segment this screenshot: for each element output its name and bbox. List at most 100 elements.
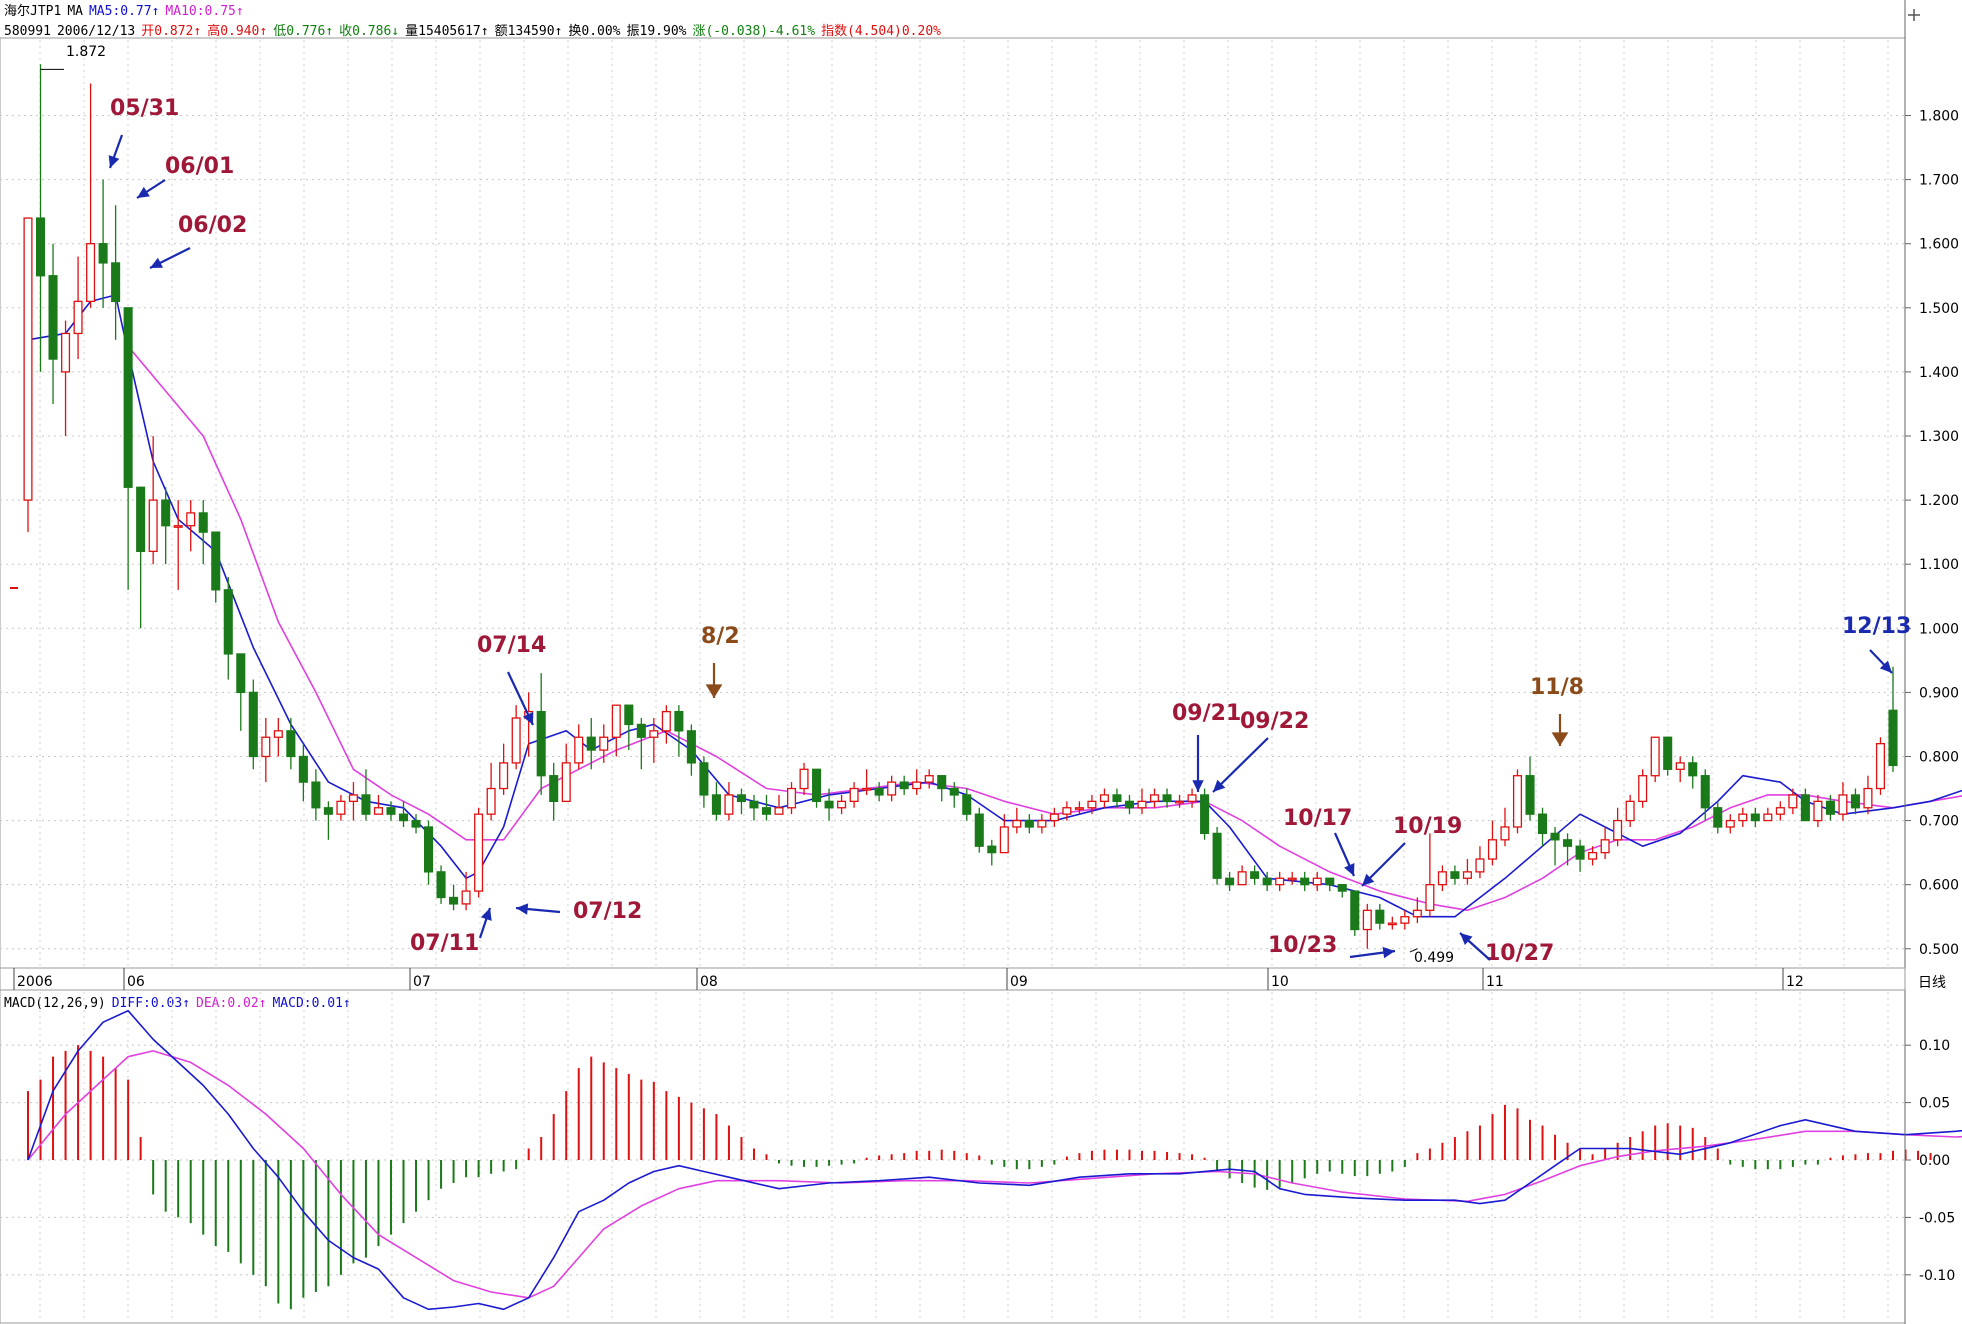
dea-value: DEA:0.02↑ (196, 996, 267, 1011)
macd-title: MACD(12,26,9) (4, 996, 106, 1011)
candle-body (1112, 794, 1122, 802)
candle-body (511, 717, 521, 764)
date-tick-label: 09 (1010, 974, 1028, 990)
candle-body (1875, 743, 1886, 790)
candle-body (398, 813, 409, 822)
chart-grid (0, 37, 1906, 1324)
amplitude-value: 振19.90% (626, 24, 687, 39)
annotation-arrow-head (480, 908, 492, 921)
candle-body (786, 787, 797, 809)
diff-value: DIFF:0.03↑ (111, 996, 191, 1011)
candle-body (1024, 819, 1034, 828)
annotation-arrow-shaft (1212, 737, 1269, 793)
macd-tick-label: -0.05 (1919, 1210, 1955, 1226)
candle-body (1425, 884, 1435, 911)
candle-body (974, 813, 984, 847)
candle-body (1462, 871, 1472, 879)
candle-body (411, 819, 421, 828)
candle-body (774, 807, 784, 815)
annotation-label: 10/19 (1393, 814, 1462, 839)
candle-body (348, 794, 358, 802)
candle-body (386, 807, 396, 815)
candle-body (273, 730, 283, 738)
annotation-arrow-head (150, 257, 163, 268)
candle-body (361, 794, 371, 815)
macd-header: MACD(12,26,9) DIFF:0.03↑ DEA:0.02↑ MACD:0.0… (4, 996, 357, 1012)
date-tick-label: 11 (1486, 974, 1504, 990)
candle-body (474, 813, 484, 892)
candle-body (1525, 775, 1535, 815)
candle-body (1475, 858, 1485, 873)
candle-body (86, 243, 96, 303)
quote-date: 2006/12/13 (56, 24, 136, 39)
candle-body (1813, 800, 1823, 822)
candle-body (1713, 807, 1723, 828)
candle-body (111, 262, 121, 303)
candle-body (1200, 794, 1210, 835)
volume-value: 量15405617↑ (405, 24, 489, 39)
date-tick-label: 2006 (17, 974, 53, 990)
price-tick-label: 1.200 (1919, 493, 1959, 509)
candle-body (1850, 794, 1860, 809)
candle-body (574, 736, 584, 764)
candle-body (98, 243, 108, 264)
candle-body (586, 736, 596, 751)
annotation-label: 11/8 (1530, 675, 1584, 700)
annotation-label: 10/27 (1485, 941, 1554, 966)
macd-tick-label: 0.10 (1919, 1038, 1950, 1054)
candle-body (661, 710, 671, 732)
annotation-arrow-head (1382, 946, 1395, 959)
date-tick-label: 10 (1271, 974, 1289, 990)
candle-body (1625, 800, 1635, 822)
candle-body (1550, 832, 1560, 841)
candle-body (912, 781, 922, 790)
macd-lines (27, 1009, 1962, 1311)
candle-body (1300, 877, 1310, 886)
candle-body (937, 775, 947, 790)
period-label[interactable]: 日线 (1918, 975, 1946, 991)
annotation-arrow-head (1460, 933, 1473, 945)
candle-body (987, 845, 997, 854)
annotation-label: 06/01 (165, 154, 234, 179)
candle-body (1275, 877, 1285, 886)
candle-body (862, 787, 872, 791)
candle-body (1250, 871, 1260, 879)
candle-body (549, 775, 559, 802)
macd-value: MACD:0.01↑ (272, 996, 351, 1011)
candle-body (236, 653, 246, 694)
candle-body (1600, 839, 1610, 854)
date-tick-label: 06 (127, 974, 145, 990)
price-tick-label: 1.000 (1919, 621, 1959, 637)
date-tick-label: 12 (1786, 974, 1804, 990)
candle-body (336, 800, 346, 815)
candle-body (1074, 807, 1084, 810)
date-tick-label: 08 (700, 974, 718, 990)
candle-body (1225, 877, 1235, 886)
annotation-arrow-head (522, 712, 534, 725)
candle-body (1337, 884, 1347, 892)
candle-body (161, 499, 171, 527)
candle-body (1400, 916, 1410, 924)
annotation-label: 10/17 (1283, 806, 1352, 831)
candle-body (1863, 787, 1873, 809)
candle-body (1387, 922, 1397, 926)
candle-body (1575, 845, 1585, 860)
candle-body (1788, 794, 1798, 809)
candle-body (1613, 819, 1623, 841)
candle-body (298, 755, 308, 783)
candle-body (1312, 877, 1322, 886)
candle-body (1750, 813, 1760, 822)
annotation-arrow-head (1551, 732, 1569, 746)
candle-body (173, 525, 183, 528)
candle-body (1037, 819, 1047, 828)
candle-body (1663, 736, 1673, 770)
macd-tick-label: 0.00 (1919, 1153, 1950, 1169)
candle-body (837, 800, 847, 809)
price-tick-label: 1.300 (1919, 429, 1959, 445)
candle-body (1500, 826, 1510, 841)
annotation-label: 07/14 (477, 633, 546, 658)
price-tick-label: 0.900 (1919, 685, 1959, 701)
candle-body (1012, 819, 1022, 828)
candle-body (1512, 775, 1523, 828)
